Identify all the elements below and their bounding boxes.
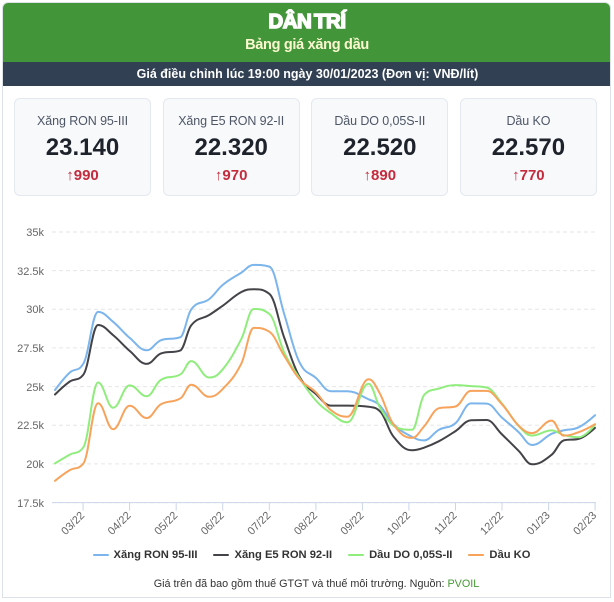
svg-text:04/22: 04/22 <box>106 510 134 538</box>
svg-text:02/23: 02/23 <box>571 510 599 538</box>
svg-text:12/22: 12/22 <box>478 510 506 538</box>
svg-text:09/22: 09/22 <box>339 510 367 538</box>
svg-text:08/22: 08/22 <box>292 510 320 538</box>
svg-text:DÂN TRÍ: DÂN TRÍ <box>268 9 347 33</box>
svg-text:05/22: 05/22 <box>152 510 180 538</box>
svg-text:27.5k: 27.5k <box>17 343 44 355</box>
svg-text:17.5k: 17.5k <box>17 498 44 510</box>
svg-text:25k: 25k <box>26 382 44 394</box>
svg-text:07/22: 07/22 <box>245 510 273 538</box>
svg-text:32.5k: 32.5k <box>17 266 44 278</box>
svg-text:22.5k: 22.5k <box>17 420 44 432</box>
svg-text:03/22: 03/22 <box>59 510 87 538</box>
svg-text:10/22: 10/22 <box>385 510 413 538</box>
svg-text:06/22: 06/22 <box>199 510 227 538</box>
svg-text:35k: 35k <box>26 227 44 239</box>
svg-text:20k: 20k <box>26 459 44 471</box>
svg-text:Bảng giá xăng dầu: Bảng giá xăng dầu <box>245 37 369 53</box>
svg-text:11/22: 11/22 <box>432 510 459 537</box>
svg-text:01/23: 01/23 <box>525 510 553 538</box>
svg-text:30k: 30k <box>26 304 44 316</box>
